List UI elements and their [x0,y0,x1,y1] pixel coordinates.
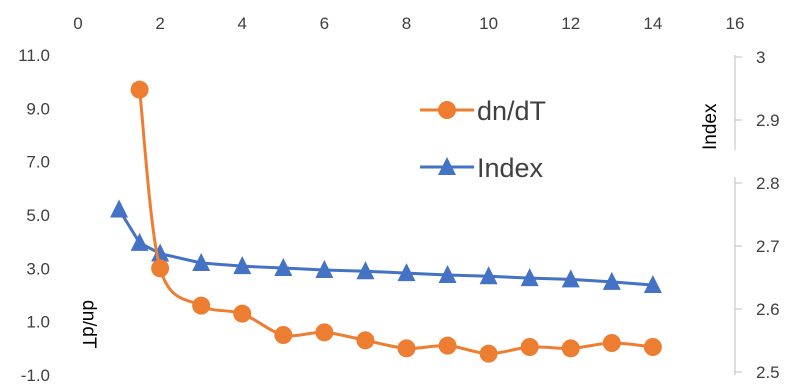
x-tick-label: 0 [73,14,82,33]
data-point-dndt [233,304,252,323]
legend-dndt-marker [438,101,456,119]
data-point-dndt [561,339,580,358]
data-point-index [274,258,293,277]
legend: dn/dT Index [420,96,546,183]
right-y-tick-label: 2.5 [756,363,780,382]
data-point-dndt [479,344,498,363]
data-point-index [643,275,662,294]
data-point-index [315,259,334,278]
left-y-tick-label: 7.0 [26,153,50,172]
data-point-dndt [643,338,662,356]
legend-dndt-label: dn/dT [477,96,546,126]
legend-index-marker [438,157,456,175]
data-point-dndt [192,296,211,315]
x-tick-label: 4 [238,14,247,33]
x-tick-label: 10 [479,14,498,33]
data-point-dndt [602,334,621,352]
left-y-tick-label: -1.0 [21,366,50,385]
left-y-tick-label: 9.0 [26,99,50,118]
data-point-index [151,243,170,262]
left-y-tick-label: 3.0 [26,259,50,278]
data-point-index [602,271,621,290]
left-y-tick-label: 1.0 [26,313,50,332]
x-tick-label: 6 [320,14,329,33]
data-point-dndt [520,338,539,356]
data-point-index [438,264,457,283]
right-y-tick-label: 3 [756,48,765,67]
data-point-dndt [397,339,416,358]
right-y-tick-label: 2.7 [756,237,780,256]
x-tick-label: 2 [155,14,164,33]
data-point-index [479,266,498,285]
data-point-dndt [130,80,149,99]
data-point-index [110,199,129,218]
series-index [110,199,662,294]
data-point-dndt [151,259,170,278]
right-axis-title: Index [700,103,721,150]
x-tick-label: 12 [561,14,580,33]
data-point-dndt [315,323,334,342]
left-y-tick-label: 5.0 [26,206,50,225]
x-tick-label: 14 [643,14,662,33]
left-y-axis-ticks: 11.0 9.0 7.0 5.0 3.0 1.0 -1.0 [18,46,50,385]
x-tick-label: 16 [726,14,745,33]
right-y-tick-label: 2.9 [756,111,780,130]
data-point-index [356,261,375,280]
data-point-index [233,256,252,275]
right-y-tick-label: 2.8 [756,174,780,193]
left-y-tick-label: 11.0 [18,46,50,65]
data-point-index [397,263,416,282]
data-point-dndt [438,336,457,355]
x-axis-ticks: 0 2 4 6 8 10 12 14 16 [73,14,744,33]
data-point-index [192,253,211,272]
series-layer [110,80,662,363]
right-y-tick-label: 2.6 [756,300,780,319]
x-tick-label: 8 [402,14,411,33]
data-point-dndt [356,331,375,350]
data-point-index [561,269,580,288]
series-dndt [130,80,662,363]
data-point-dndt [274,326,293,344]
legend-index-label: Index [477,153,544,183]
series-dndt-line [138,89,654,356]
left-axis-title: dn/dT [78,300,99,349]
data-point-index [520,268,539,287]
right-axis-tick-marks [735,56,742,373]
right-y-axis-ticks: 3 2.9 2.8 2.7 2.6 2.5 [756,48,780,382]
data-point-index [130,232,149,251]
